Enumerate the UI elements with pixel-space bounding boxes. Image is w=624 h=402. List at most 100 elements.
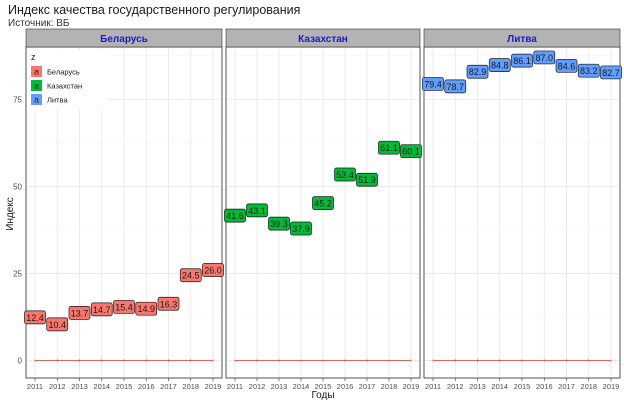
legend-key (31, 80, 42, 91)
data-label: 61.1 (380, 143, 398, 153)
facet-strip-label: Казахстан (298, 34, 348, 45)
data-label: 39.3 (270, 219, 288, 229)
x-tick-label: 2014 (93, 382, 110, 391)
chart-title: Индекс качества государственного регулир… (8, 3, 301, 17)
data-label-box (202, 263, 224, 277)
data-label: 45.2 (314, 199, 332, 209)
facet-panel-3: Литва 79.4 78.7 82.9 84.8 86.1 87.0 84.6 83.2 82.… (422, 28, 622, 391)
chart-subtitle: Источник: ВБ (8, 18, 70, 29)
x-tick-label: 2013 (71, 382, 88, 391)
x-tick-label: 2017 (160, 382, 177, 391)
data-label: 43.1 (248, 206, 266, 216)
legend-key (31, 94, 42, 105)
data-label: 83.2 (580, 66, 598, 76)
data-label: 14.9 (137, 304, 155, 314)
data-label: 15.4 (115, 302, 133, 312)
x-tick-label: 2017 (359, 382, 376, 391)
x-tick-label: 2019 (205, 382, 222, 391)
data-label-box (268, 216, 290, 231)
data-label-box (444, 79, 467, 94)
data-label-box (246, 203, 268, 218)
data-label: 86.1 (513, 56, 531, 66)
data-label: 53.4 (336, 170, 354, 180)
data-label: 16.3 (160, 299, 178, 309)
x-tick-label: 2014 (491, 382, 508, 391)
y-tick-label: 50 (13, 182, 22, 191)
data-label: 26.0 (204, 265, 222, 275)
y-tick-label: 0 (18, 357, 23, 366)
y-axis-title: Индекс (5, 197, 16, 231)
x-tick-label: 2012 (447, 382, 464, 391)
x-tick-label: 2011 (227, 382, 243, 391)
data-label: 79.4 (424, 79, 442, 89)
legend-key-glyph: a (34, 81, 39, 91)
data-label: 51.9 (358, 175, 376, 185)
data-label-box (312, 196, 334, 210)
x-tick-label: 2016 (337, 382, 354, 391)
y-tick-label: 75 (13, 95, 22, 104)
facet-strip-label: Беларусь (100, 34, 148, 45)
data-label-box (400, 144, 422, 159)
data-label-box (422, 77, 444, 91)
data-label-box (356, 172, 378, 187)
data-label: 84.6 (558, 61, 576, 71)
x-tick-label: 2012 (249, 382, 266, 391)
data-label: 10.4 (48, 320, 66, 330)
x-tick-label: 2013 (271, 382, 288, 391)
x-tick-label: 2018 (182, 382, 199, 391)
data-label-box (90, 302, 113, 317)
x-tick-label: 2013 (469, 382, 486, 391)
facet-strip (225, 28, 421, 48)
data-label-box (555, 58, 578, 73)
data-label-box (46, 317, 69, 332)
data-label-box (533, 50, 556, 65)
x-tick-label: 2019 (403, 382, 420, 391)
data-label-box (290, 221, 312, 236)
data-label-box (577, 63, 600, 78)
data-label: 84.8 (491, 61, 509, 71)
data-label: 13.7 (71, 308, 89, 318)
x-tick-label: 2011 (27, 382, 43, 391)
x-tick-label: 2014 (293, 382, 310, 391)
data-label: 87.0 (535, 53, 553, 63)
data-label: 24.5 (182, 271, 200, 281)
data-label-box (68, 305, 91, 320)
data-label-box (24, 310, 46, 325)
x-axis-title: Годы (311, 390, 334, 401)
legend-title: z (31, 52, 36, 62)
data-label: 78.7 (446, 82, 464, 92)
data-label-box (488, 58, 511, 72)
x-tick-label: 2016 (138, 382, 155, 391)
legend-label: Казахстан (47, 82, 82, 91)
x-tick-label: 2011 (425, 382, 441, 391)
data-label: 14.7 (93, 305, 111, 315)
data-label-box (224, 208, 246, 223)
data-label: 37.9 (292, 224, 310, 234)
x-tick-label: 2017 (558, 382, 575, 391)
legend-key-glyph: a (34, 67, 39, 77)
facet-strip-label: Литва (507, 34, 537, 45)
x-tick-label: 2018 (580, 382, 597, 391)
legend-key (31, 66, 42, 77)
data-label: 12.4 (26, 313, 44, 323)
legend-key-glyph: a (34, 95, 39, 105)
x-tick-label: 2018 (381, 382, 398, 391)
data-label-box (600, 65, 622, 80)
data-label-box (378, 140, 400, 155)
data-label-box (113, 300, 135, 314)
x-tick-label: 2016 (536, 382, 553, 391)
x-tick-label: 2015 (514, 382, 531, 391)
data-label: 60.1 (402, 147, 420, 157)
data-label-box (179, 268, 202, 283)
data-label-box (466, 64, 489, 79)
x-tick-label: 2015 (315, 382, 332, 391)
data-label-box (135, 301, 158, 316)
y-tick-label: 25 (13, 269, 22, 278)
data-label: 82.7 (602, 68, 620, 78)
data-label: 41.6 (226, 211, 244, 221)
legend-label: Беларусь (47, 68, 80, 77)
x-tick-label: 2012 (49, 382, 66, 391)
data-label-box (157, 296, 180, 311)
